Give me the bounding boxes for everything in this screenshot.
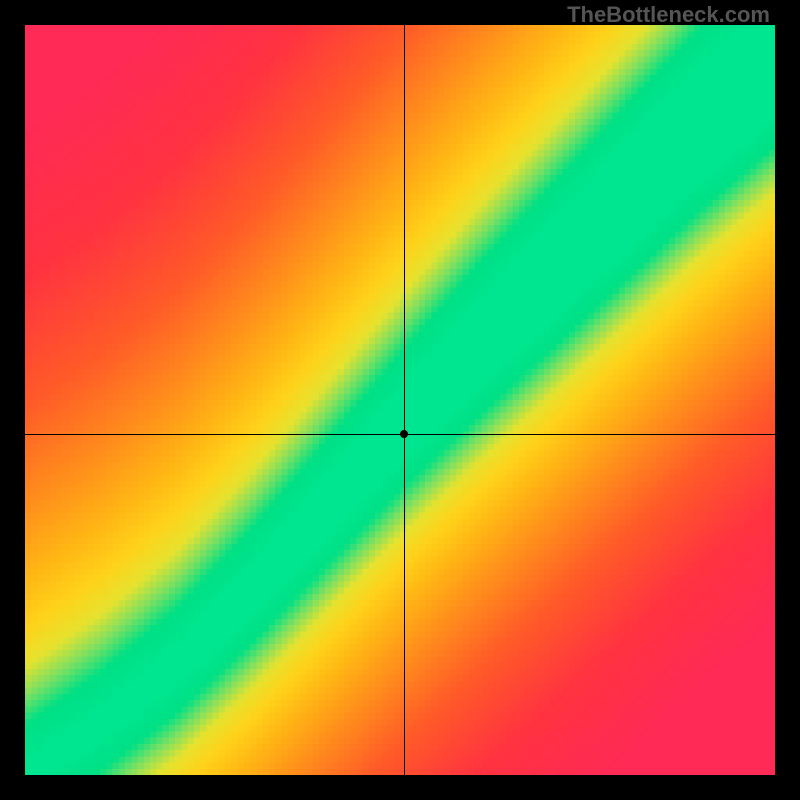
chart-frame: TheBottleneck.com — [0, 0, 800, 800]
selection-marker — [400, 430, 408, 438]
bottleneck-heatmap — [25, 25, 775, 775]
crosshair-vertical — [404, 25, 405, 775]
plot-area — [25, 25, 775, 775]
watermark-text: TheBottleneck.com — [567, 2, 770, 28]
